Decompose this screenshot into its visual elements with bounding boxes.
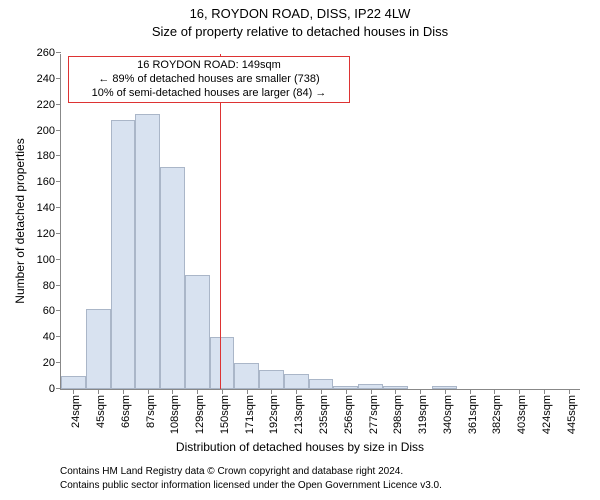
histogram-bar [86, 309, 111, 389]
x-tick-label: 403sqm [517, 395, 528, 434]
y-tick-label: 40 [43, 331, 61, 343]
histogram-bar [185, 275, 210, 389]
y-tick-label: 20 [43, 357, 61, 369]
footnote-line-2: Contains public sector information licen… [60, 480, 590, 491]
x-tick-label: 87sqm [146, 395, 157, 428]
annotation-box: 16 ROYDON ROAD: 149sqm ← 89% of detached… [68, 56, 350, 103]
x-tick-label: 319sqm [418, 395, 429, 434]
y-tick-label: 100 [37, 254, 61, 266]
y-tick-label: 240 [37, 73, 61, 85]
annotation-line-3: 10% of semi-detached houses are larger (… [75, 87, 343, 101]
y-tick-label: 120 [37, 228, 61, 240]
reference-line [220, 54, 221, 389]
x-tick-label: 213sqm [294, 395, 305, 434]
y-tick-label: 0 [49, 383, 61, 395]
histogram-bar [61, 376, 86, 389]
x-tick-label: 298sqm [393, 395, 404, 434]
x-tick-label: 340sqm [443, 395, 454, 434]
y-tick-label: 180 [37, 150, 61, 162]
x-tick-label: 150sqm [220, 395, 231, 434]
x-tick-label: 24sqm [71, 395, 82, 428]
histogram-bar [210, 337, 235, 389]
histogram-bar [135, 114, 160, 389]
x-tick-label: 171sqm [245, 395, 256, 434]
y-axis-label: Number of detached properties [13, 121, 27, 321]
x-tick-label: 66sqm [121, 395, 132, 428]
x-tick-label: 256sqm [344, 395, 355, 434]
histogram-bar [284, 374, 309, 390]
annotation-line-2: ← 89% of detached houses are smaller (73… [75, 73, 343, 87]
histogram-bar [111, 120, 136, 389]
histogram-bar [160, 167, 185, 389]
y-tick-label: 140 [37, 202, 61, 214]
x-tick-label: 45sqm [96, 395, 107, 428]
y-tick-label: 260 [37, 47, 61, 59]
x-tick-label: 192sqm [269, 395, 280, 434]
y-tick-label: 220 [37, 99, 61, 111]
histogram-bar [234, 363, 259, 389]
x-tick-label: 382sqm [492, 395, 503, 434]
x-axis-label: Distribution of detached houses by size … [0, 440, 600, 454]
x-tick-label: 424sqm [542, 395, 553, 434]
x-tick-label: 235sqm [319, 395, 330, 434]
x-tick-label: 361sqm [468, 395, 479, 434]
footnote-line-1: Contains HM Land Registry data © Crown c… [60, 466, 590, 477]
histogram-chart: 16, ROYDON ROAD, DISS, IP22 4LW Size of … [0, 0, 600, 500]
plot-area: 02040608010012014016018020022024026024sq… [60, 54, 580, 390]
x-tick-label: 445sqm [567, 395, 578, 434]
chart-title: 16, ROYDON ROAD, DISS, IP22 4LW [0, 6, 600, 21]
histogram-bar [309, 379, 334, 389]
y-tick-label: 160 [37, 176, 61, 188]
histogram-bar [259, 370, 284, 389]
y-tick-label: 80 [43, 280, 61, 292]
annotation-line-1: 16 ROYDON ROAD: 149sqm [75, 59, 343, 73]
chart-subtitle: Size of property relative to detached ho… [0, 24, 600, 39]
y-tick-label: 60 [43, 305, 61, 317]
x-tick-label: 129sqm [195, 395, 206, 434]
y-tick-label: 200 [37, 125, 61, 137]
x-tick-label: 108sqm [170, 395, 181, 434]
x-tick-label: 277sqm [369, 395, 380, 434]
